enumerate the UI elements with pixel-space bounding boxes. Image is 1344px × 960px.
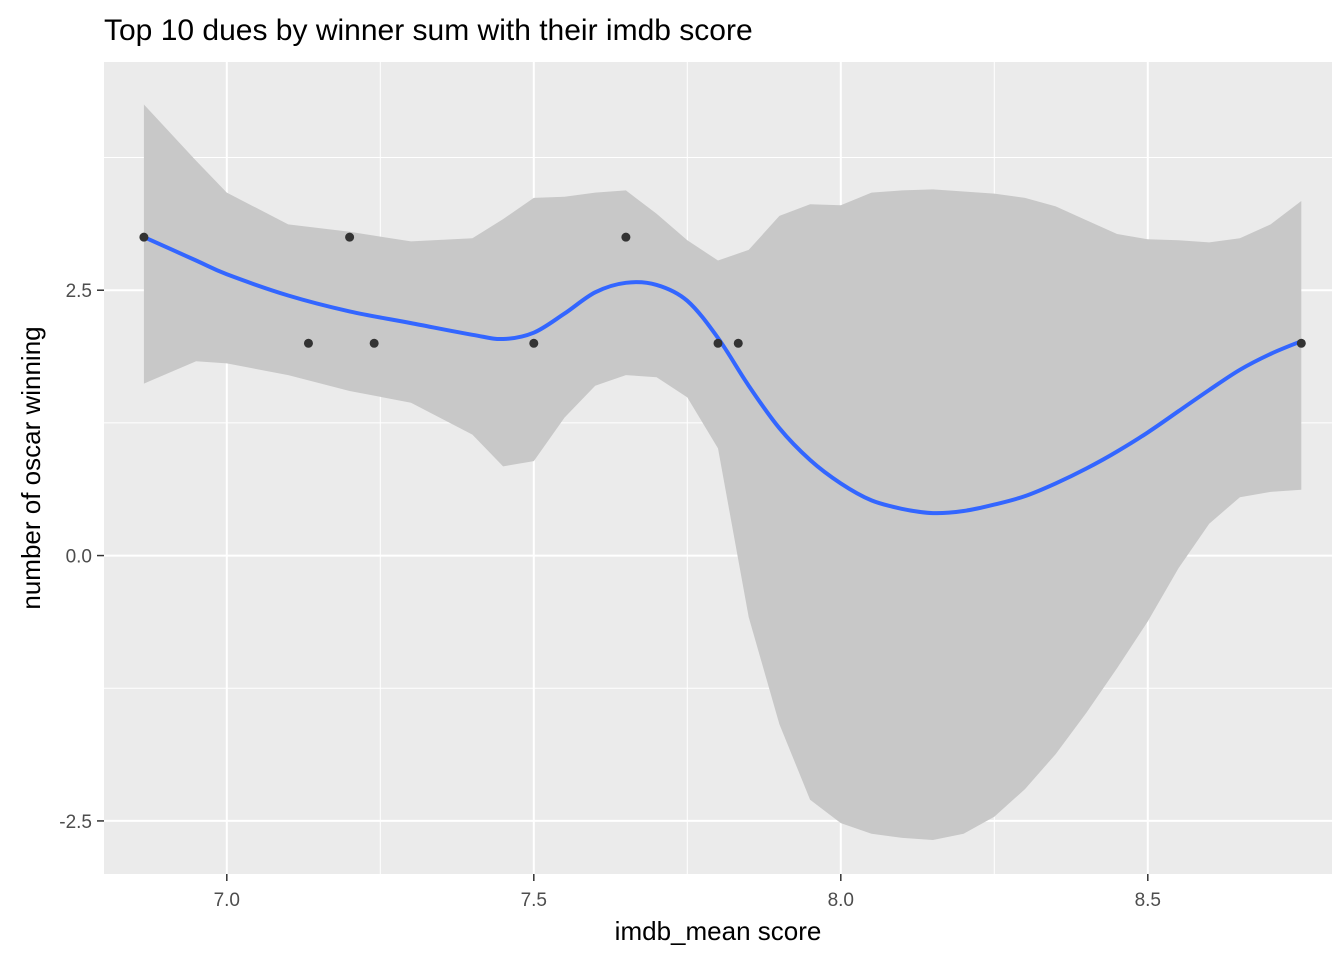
y-axis-ticks: -2.5 0.0 2.5 (59, 281, 104, 833)
y-tick-label: 2.5 (66, 281, 92, 302)
y-tick-label: 0.0 (66, 547, 92, 568)
smooth-trend-line (141, 235, 1304, 516)
data-point (733, 338, 743, 348)
x-tick-label: 8.5 (1135, 890, 1161, 911)
data-point (1296, 338, 1306, 348)
y-tick-label: -2.5 (59, 812, 92, 833)
x-tick-label: 7.5 (521, 890, 547, 911)
data-point (713, 338, 723, 348)
data-points (139, 232, 1306, 348)
data-point (139, 232, 149, 242)
data-point (529, 338, 539, 348)
x-axis-ticks: 7.0 7.5 8.0 8.5 (214, 874, 1161, 911)
data-point (345, 232, 355, 242)
x-tick-label: 7.0 (214, 890, 240, 911)
data-point (303, 338, 313, 348)
data-point (621, 232, 631, 242)
x-tick-label: 8.0 (828, 890, 854, 911)
data-point (369, 338, 379, 348)
confidence-band (143, 104, 1302, 840)
chart-title: Top 10 dues by winner sum with their imd… (104, 14, 753, 47)
y-axis-title: number of oscar winning (16, 326, 46, 609)
x-axis-title: imdb_mean score (615, 916, 822, 946)
